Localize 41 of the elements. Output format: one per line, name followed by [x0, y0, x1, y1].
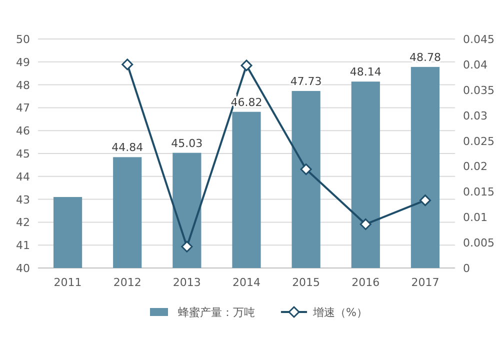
legend-label: 蜂蜜产量：万吨 [178, 306, 255, 319]
y-tick-label: 40 [16, 262, 30, 275]
y2-tick-label: 0.015 [463, 186, 494, 199]
y2-tick-label: 0.005 [463, 236, 494, 250]
y-tick-label: 49 [16, 56, 30, 69]
x-tick-label: 2015 [292, 276, 320, 289]
point [300, 164, 312, 176]
y2-tick-label: 0.02 [463, 160, 488, 174]
x-tick-label: 2012 [113, 276, 142, 289]
y-tick-label: 45 [16, 148, 30, 160]
y2-tick-label: 0.045 [463, 33, 494, 46]
y-tick-label: 50 [16, 33, 30, 46]
y-tick-label: 48 [16, 78, 30, 92]
legend-label: 增速（%） [312, 306, 368, 319]
data-label: 44.84 [112, 141, 144, 154]
point [360, 218, 372, 230]
x-tick-label: 2011 [54, 276, 82, 289]
data-label: 48.78 [409, 50, 441, 64]
y-tick-label: 42 [16, 216, 30, 230]
y2-tick-label: 0.04 [463, 58, 488, 72]
point [122, 58, 134, 70]
point [181, 240, 193, 252]
point [419, 194, 431, 206]
data-label: 48.14 [350, 66, 382, 79]
x-tick-label: 2017 [411, 276, 440, 289]
x-tick-label: 2013 [172, 276, 201, 289]
y2-tick-label: 0.03 [463, 109, 488, 122]
y-tick-label: 41 [16, 239, 30, 252]
point [240, 60, 252, 72]
data-label: 45.03 [171, 136, 203, 150]
y-tick-label: 46 [16, 124, 30, 138]
y2-tick-label: 0.025 [463, 134, 494, 148]
y2-tick-label: 0.01 [463, 211, 488, 224]
x-tick-label: 2014 [232, 276, 260, 289]
y-tick-label: 47 [16, 102, 30, 115]
x-tick-label: 2016 [352, 276, 380, 289]
y-tick-label: 43 [16, 193, 30, 206]
y2-tick-label: 0.035 [463, 84, 494, 97]
y-tick-label: 44 [16, 170, 30, 184]
data-label: 47.73 [290, 74, 322, 88]
y2-tick-label: 0 [463, 262, 470, 275]
